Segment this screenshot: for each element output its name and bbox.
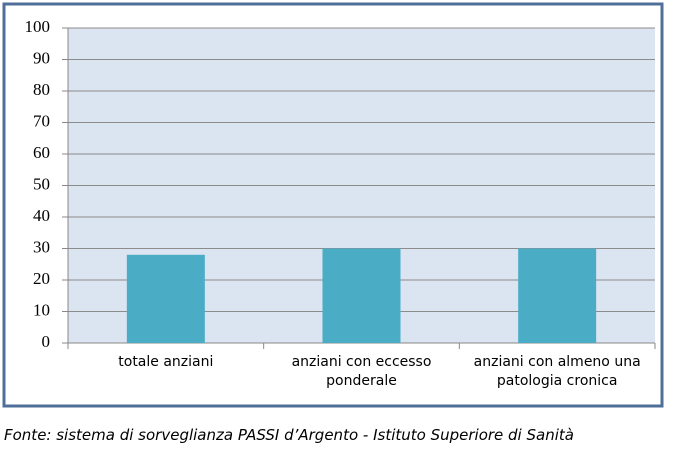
source-note: Fonte: sistema di sorveglianza PASSI d’A… (4, 426, 574, 444)
y-tick-label: 70 (33, 111, 50, 130)
y-tick-label: 80 (33, 80, 50, 99)
x-tick-label: anziani con almeno una patologia cronica (473, 354, 641, 389)
y-tick-label: 20 (33, 269, 50, 288)
x-tick-label: totale anziani (118, 354, 214, 370)
y-tick-label: 30 (33, 237, 50, 256)
bar (322, 248, 401, 343)
y-tick-label: 50 (33, 174, 50, 193)
x-tick-label: anziani con eccesso ponderale (291, 354, 432, 389)
bar (126, 254, 205, 343)
y-tick-label: 60 (33, 143, 50, 162)
y-tick-label: 40 (33, 206, 50, 225)
y-tick-label: 90 (33, 48, 50, 67)
y-tick-label: 10 (33, 300, 50, 319)
y-tick-label: 0 (42, 332, 51, 351)
bar (518, 248, 597, 343)
y-tick-label: 100 (25, 17, 51, 36)
